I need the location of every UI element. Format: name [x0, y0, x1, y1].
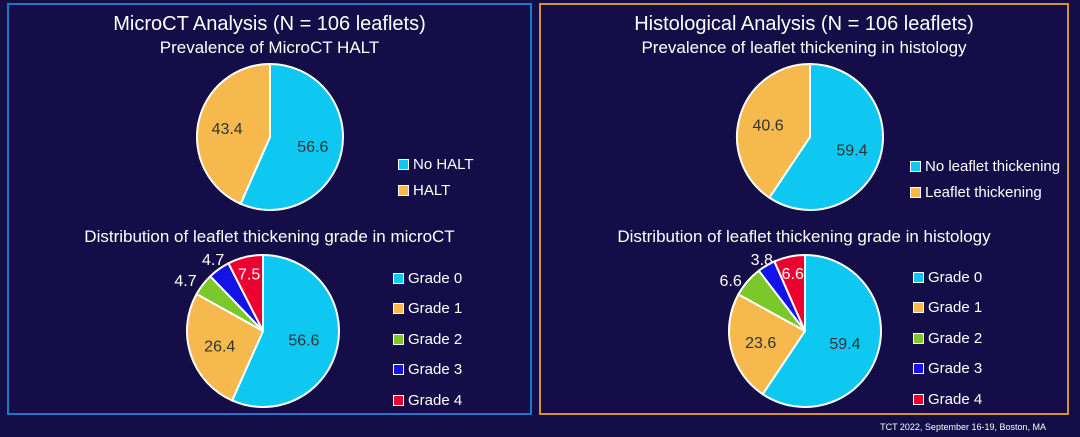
legend-label: Grade 2	[408, 330, 463, 348]
data-label: 3.8	[751, 252, 773, 269]
data-label: 40.6	[753, 117, 784, 134]
data-label: 6.6	[782, 266, 804, 283]
legend-item: Grade 4	[913, 384, 982, 415]
legend-swatch	[393, 333, 404, 345]
legend-swatch	[398, 158, 409, 170]
histology-grade-subtitle: Distribution of leaflet thickening grade…	[617, 227, 991, 246]
pie-slice-no-halt	[239, 62, 344, 211]
legend-item: Grade 2	[913, 323, 982, 354]
legend-item: Grade 0	[913, 262, 982, 293]
legend-item: No HALT	[398, 151, 474, 177]
legend-item: Grade 4	[393, 385, 462, 416]
legend-label: Grade 1	[928, 299, 983, 317]
histology-title: Histological Analysis (N = 106 leaflets)	[634, 13, 974, 35]
legend-item: Grade 2	[393, 324, 462, 355]
legend-swatch	[393, 394, 404, 406]
legend-label: No leaflet thickening	[925, 157, 1061, 175]
legend-swatch	[393, 303, 404, 315]
legend-item: Grade 3	[393, 355, 462, 386]
legend-swatch	[913, 393, 924, 405]
legend-item: Leaflet thickening	[910, 179, 1060, 205]
histology-grade-legend: Grade 0 Grade 1 Grade 2 Grade 3 Grade 4	[913, 262, 982, 415]
pie-slice-grade-1	[728, 293, 807, 396]
data-label: 43.4	[212, 121, 243, 138]
legend-swatch	[913, 271, 924, 283]
legend-swatch	[913, 332, 924, 344]
legend-label: No HALT	[413, 155, 474, 173]
pie-slice-grade-4	[773, 253, 806, 332]
data-label: 23.6	[745, 335, 776, 352]
pie-slice-grade-4	[227, 253, 264, 332]
data-label: 56.6	[288, 333, 319, 350]
microct-title: MicroCT Analysis (N = 106 leaflets)	[113, 13, 426, 35]
legend-label: Grade 0	[928, 268, 983, 286]
pie-slice-leaflet-thickening	[736, 62, 811, 200]
legend-swatch	[393, 364, 404, 376]
microct-panel: MicroCT Analysis (N = 106 leaflets) Prev…	[7, 3, 532, 415]
footer-text: TCT 2022, September 16-19, Boston, MA	[880, 422, 1046, 432]
data-label: 59.4	[829, 336, 860, 353]
legend-item: No leaflet thickening	[910, 153, 1060, 179]
legend-item: HALT	[398, 177, 474, 203]
legend-label: Leaflet thickening	[925, 183, 1042, 201]
data-label: 6.6	[720, 273, 742, 290]
legend-label: HALT	[413, 181, 451, 199]
data-label: 26.4	[204, 338, 235, 355]
legend-swatch	[913, 302, 924, 314]
legend-label: Grade 3	[408, 361, 463, 379]
data-label: 59.4	[836, 143, 867, 160]
legend-swatch	[910, 186, 921, 198]
legend-label: Grade 4	[408, 391, 463, 409]
legend-swatch	[913, 363, 924, 375]
legend-item: Grade 0	[393, 263, 462, 294]
legend-label: Grade 1	[408, 300, 463, 318]
microct-halt-legend: No HALT HALT	[398, 151, 474, 203]
data-label: 4.7	[202, 252, 224, 269]
pie-slice-grade-0	[761, 253, 882, 408]
pie-slice-halt	[196, 62, 271, 206]
legend-item: Grade 1	[913, 293, 982, 324]
legend-item: Grade 1	[393, 294, 462, 325]
histology-panel: Histological Analysis (N = 106 leaflets)…	[539, 3, 1069, 415]
pie-slice-grade-0	[230, 253, 340, 408]
legend-swatch	[398, 184, 409, 196]
legend-swatch	[393, 272, 404, 284]
legend-item: Grade 3	[913, 354, 982, 385]
microct-grade-subtitle: Distribution of leaflet thickening grade…	[84, 227, 455, 246]
microct-halt-subtitle: Prevalence of MicroCT HALT	[159, 38, 380, 57]
legend-label: Grade 2	[928, 329, 983, 347]
histology-thickening-legend: No leaflet thickening Leaflet thickening	[910, 153, 1060, 205]
legend-label: Grade 3	[928, 360, 983, 378]
data-label: 4.7	[174, 273, 196, 290]
legend-swatch	[910, 160, 921, 172]
legend-label: Grade 0	[408, 269, 463, 287]
histology-thickening-subtitle: Prevalence of leaflet thickening in hist…	[641, 38, 967, 57]
pie-slice-no-leaflet-thickening	[767, 62, 884, 211]
data-label: 56.6	[297, 139, 328, 156]
microct-grade-legend: Grade 0 Grade 1 Grade 2 Grade 3 Grade 4	[393, 263, 462, 416]
legend-label: Grade 4	[928, 390, 983, 408]
data-label: 7.5	[238, 266, 260, 283]
